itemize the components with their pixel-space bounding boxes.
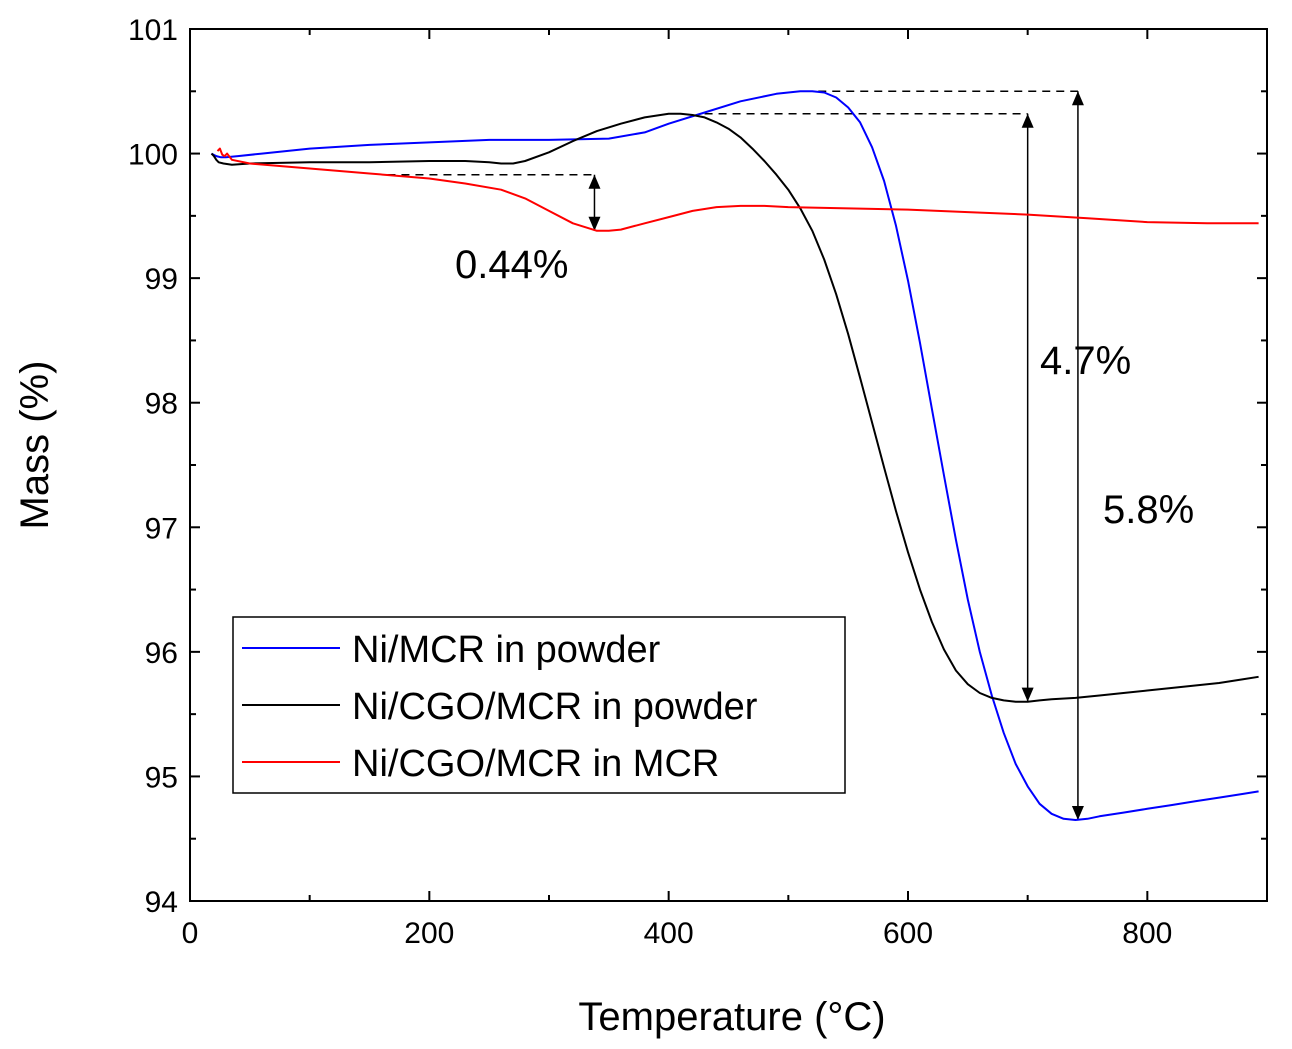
legend-label-ni-cgo-mcr-powder: Ni/CGO/MCR in powder — [352, 686, 758, 728]
y-axis-label: Mass (%) — [13, 361, 57, 530]
arrowhead-up — [1021, 113, 1034, 128]
y-tick-label: 99 — [145, 263, 178, 296]
y-tick-label: 97 — [145, 512, 178, 545]
legend-label-ni-cgo-mcr-mcr: Ni/CGO/MCR in MCR — [352, 743, 719, 785]
series-line-ni-cgo-mcr-mcr — [216, 147, 1259, 232]
annotations: 0.44% 4.7% 5.8% — [455, 243, 1194, 532]
x-tick-label: 600 — [883, 917, 933, 950]
y-tick-label: 94 — [145, 886, 178, 919]
series-line-ni-cgo-mcr-powder — [210, 112, 1259, 703]
annotation-label: 0.44% — [455, 243, 568, 287]
x-tick-label: 200 — [404, 917, 454, 950]
x-tick-label: 400 — [644, 917, 694, 950]
x-tick-label: 0 — [182, 917, 199, 950]
y-tick-label: 100 — [128, 139, 178, 172]
arrowhead-up — [1071, 91, 1084, 106]
arrowhead-down — [1071, 806, 1084, 821]
series-line-ni-mcr-powder — [211, 90, 1259, 821]
data-series — [210, 90, 1259, 821]
arrowhead-up — [588, 174, 601, 189]
y-tick-label: 101 — [128, 14, 178, 47]
legend-label-ni-mcr: Ni/MCR in powder — [352, 629, 661, 671]
annotation-label: 5.8% — [1103, 488, 1194, 532]
x-axis-label: Temperature (°C) — [578, 995, 885, 1039]
arrowhead-down — [1021, 687, 1034, 702]
y-tick-label: 96 — [145, 637, 178, 670]
y-tick-label: 95 — [145, 761, 178, 794]
axes: 0 200 400 600 800 94 95 96 97 98 99 100 101 — [128, 14, 1268, 950]
arrowhead-down — [588, 216, 601, 231]
legend: Ni/MCR in powder Ni/CGO/MCR in powder Ni… — [232, 616, 846, 794]
y-tick-label: 98 — [145, 388, 178, 421]
x-tick-label: 800 — [1122, 917, 1172, 950]
annotation-label: 4.7% — [1040, 339, 1131, 383]
